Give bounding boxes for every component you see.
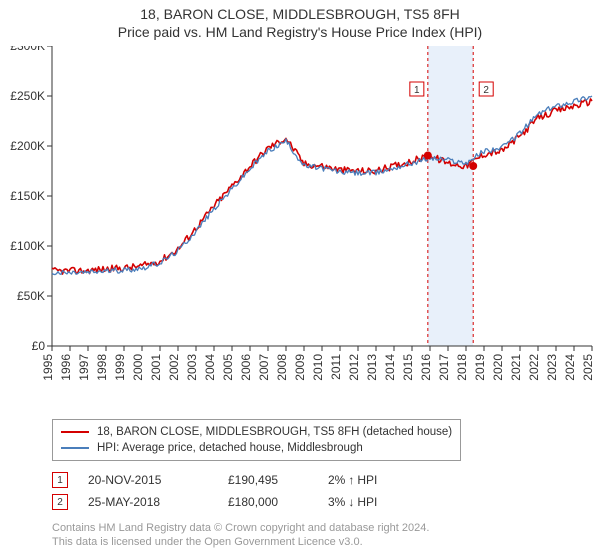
svg-text:2004: 2004 — [203, 354, 217, 381]
footer-attribution: Contains HM Land Registry data © Crown c… — [52, 521, 592, 550]
transaction-pct: 2% ↑ HPI — [328, 473, 418, 487]
svg-text:2: 2 — [483, 85, 489, 96]
svg-text:2003: 2003 — [185, 354, 199, 381]
chart-title-address: 18, BARON CLOSE, MIDDLESBROUGH, TS5 8FH — [8, 6, 592, 22]
transaction-pct: 3% ↓ HPI — [328, 495, 418, 509]
footer-line: This data is licensed under the Open Gov… — [52, 535, 592, 549]
svg-text:2018: 2018 — [455, 354, 469, 381]
transaction-badge: 1 — [52, 472, 68, 488]
svg-text:2008: 2008 — [275, 354, 289, 381]
arrow-down-icon: ↓ — [348, 495, 354, 509]
transaction-price: £190,495 — [228, 473, 328, 487]
svg-text:£0: £0 — [32, 339, 46, 353]
svg-text:1999: 1999 — [113, 354, 127, 381]
svg-text:2001: 2001 — [149, 354, 163, 381]
chart-title-subtitle: Price paid vs. HM Land Registry's House … — [8, 24, 592, 40]
svg-text:1998: 1998 — [95, 354, 109, 381]
svg-text:2021: 2021 — [509, 354, 523, 381]
svg-text:£150K: £150K — [10, 189, 45, 203]
svg-text:2002: 2002 — [167, 354, 181, 381]
legend-swatch-price-paid — [61, 431, 89, 433]
svg-text:2009: 2009 — [293, 354, 307, 381]
arrow-up-icon: ↑ — [348, 473, 354, 487]
svg-text:£250K: £250K — [10, 89, 45, 103]
svg-text:2012: 2012 — [347, 354, 361, 381]
transaction-date: 20-NOV-2015 — [88, 473, 228, 487]
transaction-price: £180,000 — [228, 495, 328, 509]
svg-text:2017: 2017 — [437, 354, 451, 381]
transactions-table: 1 20-NOV-2015 £190,495 2% ↑ HPI 2 25-MAY… — [52, 469, 592, 513]
chart-area: £0 £50K £100K £150K £200K £250K £300K 1995 1996 1… — [8, 46, 592, 411]
svg-text:2023: 2023 — [545, 354, 559, 381]
svg-text:1: 1 — [414, 85, 420, 96]
svg-text:2013: 2013 — [365, 354, 379, 381]
table-row: 2 25-MAY-2018 £180,000 3% ↓ HPI — [52, 491, 592, 513]
svg-text:2019: 2019 — [473, 354, 487, 381]
svg-text:2020: 2020 — [491, 354, 505, 381]
svg-text:2016: 2016 — [419, 354, 433, 381]
legend-label-price-paid: 18, BARON CLOSE, MIDDLESBROUGH, TS5 8FH … — [97, 426, 452, 438]
line-chart: £0 £50K £100K £150K £200K £250K £300K 1995 1996 1… — [8, 46, 600, 408]
svg-text:2010: 2010 — [311, 354, 325, 381]
svg-text:£100K: £100K — [10, 239, 45, 253]
svg-text:2006: 2006 — [239, 354, 253, 381]
svg-text:£50K: £50K — [17, 289, 45, 303]
svg-text:£200K: £200K — [10, 139, 45, 153]
legend-item-price-paid: 18, BARON CLOSE, MIDDLESBROUGH, TS5 8FH … — [61, 424, 452, 440]
svg-text:1996: 1996 — [59, 354, 73, 381]
svg-text:2000: 2000 — [131, 354, 145, 381]
svg-text:2014: 2014 — [383, 354, 397, 381]
svg-text:2025: 2025 — [581, 354, 595, 381]
svg-text:1997: 1997 — [77, 354, 91, 381]
svg-text:2005: 2005 — [221, 354, 235, 381]
legend: 18, BARON CLOSE, MIDDLESBROUGH, TS5 8FH … — [52, 419, 461, 461]
legend-swatch-hpi — [61, 447, 89, 449]
legend-item-hpi: HPI: Average price, detached house, Midd… — [61, 440, 452, 456]
svg-text:2007: 2007 — [257, 354, 271, 381]
footer-line: Contains HM Land Registry data © Crown c… — [52, 521, 592, 535]
svg-text:2022: 2022 — [527, 354, 541, 381]
legend-label-hpi: HPI: Average price, detached house, Midd… — [97, 442, 363, 454]
svg-text:£300K: £300K — [10, 46, 45, 53]
svg-text:1995: 1995 — [41, 354, 55, 381]
svg-text:2011: 2011 — [329, 354, 343, 380]
transaction-date: 25-MAY-2018 — [88, 495, 228, 509]
transaction-badge: 2 — [52, 494, 68, 510]
svg-text:2024: 2024 — [563, 354, 577, 381]
table-row: 1 20-NOV-2015 £190,495 2% ↑ HPI — [52, 469, 592, 491]
svg-text:2015: 2015 — [401, 354, 415, 381]
